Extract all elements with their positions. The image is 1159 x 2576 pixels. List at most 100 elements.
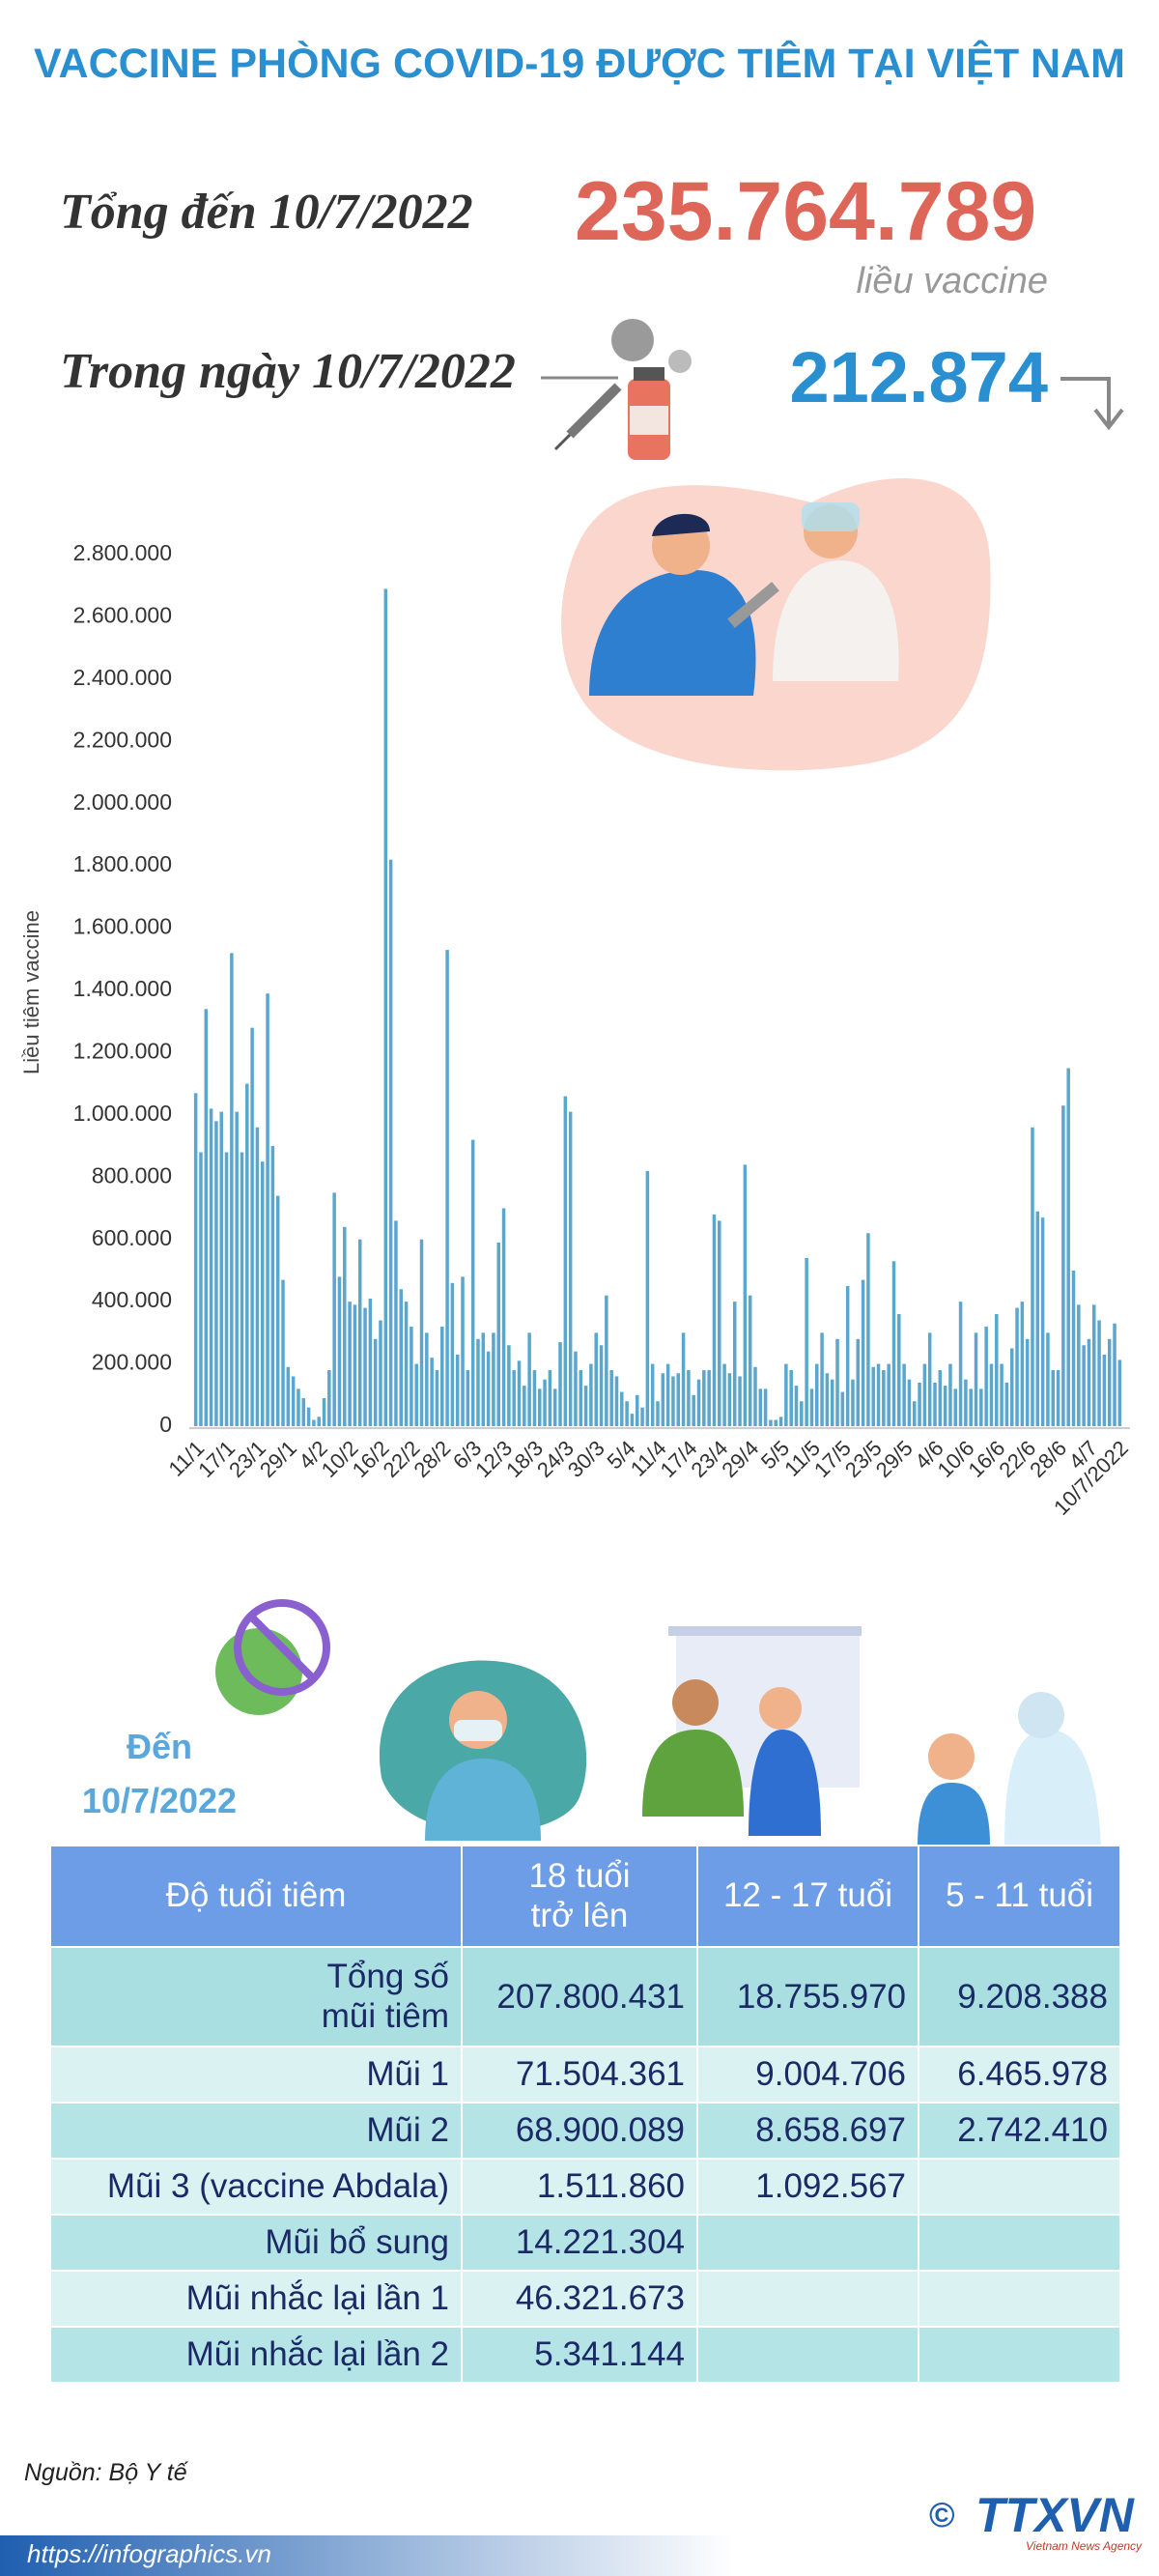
doctor [727, 502, 899, 681]
cell-text: 2.742.410 [957, 2111, 1108, 2149]
bar [922, 1363, 927, 1426]
total-label: Tổng đến 10/7/2022 [60, 185, 473, 240]
bar [964, 1379, 968, 1426]
row-label: Mũi 2 [49, 2102, 463, 2160]
bar [969, 1388, 973, 1426]
bar [193, 1093, 198, 1426]
bar [450, 1282, 455, 1426]
table-row: Mũi 2 68.900.089 8.658.697 2.742.410 [49, 2102, 1121, 2160]
bar [312, 1419, 316, 1426]
bar [1097, 1320, 1101, 1426]
header-cell: Độ tuổi tiêm [49, 1845, 463, 1948]
syringe [553, 383, 622, 451]
bar [368, 1298, 373, 1426]
bar [989, 1363, 994, 1426]
bar [1066, 1068, 1070, 1426]
bar [501, 1208, 506, 1426]
cell: 8.658.697 [696, 2102, 919, 2160]
bar [1087, 1338, 1091, 1426]
bar [876, 1363, 881, 1426]
bar [1071, 1270, 1076, 1426]
bar [1009, 1348, 1014, 1426]
bar [820, 1332, 824, 1426]
bar [712, 1214, 717, 1426]
bar [214, 1121, 218, 1426]
bar [492, 1332, 495, 1426]
bar [583, 1386, 588, 1426]
bar [1025, 1338, 1030, 1426]
table-body: Tổng số mũi tiêm 207.800.431 18.755.970 9.2… [49, 1946, 1121, 2384]
bar [840, 1391, 845, 1426]
bar [558, 1342, 562, 1426]
y-tick-label: 2.400.000 [73, 665, 172, 690]
bar [306, 1407, 311, 1426]
bar [1117, 1360, 1122, 1426]
total-unit: liều vaccine [856, 261, 1048, 301]
bar [414, 1363, 418, 1426]
cell-text: Mũi nhắc lại lần 1 [185, 2279, 449, 2317]
cell-text: Tổng số mũi tiêm [321, 1958, 449, 2035]
bar [1061, 1105, 1065, 1426]
bar [440, 1326, 444, 1426]
bar [594, 1332, 598, 1426]
row-label: Mũi 1 [49, 2046, 463, 2104]
bar [255, 1127, 260, 1426]
bar [748, 1295, 752, 1426]
bar [388, 859, 393, 1426]
bar [466, 1370, 470, 1426]
header-cell: 12 - 17 tuổi [696, 1845, 919, 1948]
bar [357, 1239, 362, 1426]
bar [512, 1370, 516, 1426]
y-tick-label: 1.800.000 [73, 851, 172, 876]
bar [1107, 1338, 1112, 1426]
bar [871, 1366, 875, 1426]
cell [918, 2214, 1121, 2272]
header-cell: 18 tuổi trở lên [461, 1845, 698, 1948]
bar [609, 1370, 613, 1426]
bar [1051, 1370, 1056, 1426]
bar [563, 1096, 568, 1426]
cell [918, 2326, 1121, 2384]
bar [979, 1388, 983, 1426]
bar [1015, 1307, 1019, 1426]
cell-text: Mũi 3 (vaccine Abdala) [106, 2167, 449, 2205]
y-tick-label: 200.000 [92, 1350, 172, 1375]
bar [958, 1302, 963, 1426]
bar [692, 1394, 695, 1426]
y-tick-label: 800.000 [92, 1162, 172, 1188]
bar [394, 1220, 398, 1426]
bar [476, 1338, 480, 1426]
bar [348, 1302, 352, 1426]
source: Nguồn: Bộ Y tế [24, 2459, 187, 2486]
x-tick-label: 28/6 [1025, 1436, 1071, 1482]
cell-text: 18.755.970 [736, 1977, 906, 2016]
date-line: Đến [126, 1727, 192, 1766]
cell: 9.004.706 [696, 2046, 919, 2104]
cell: 18.755.970 [696, 1946, 919, 2047]
bar [933, 1382, 937, 1426]
bar [830, 1379, 834, 1426]
bar [1031, 1127, 1034, 1426]
bar [286, 1366, 291, 1426]
bar [517, 1360, 522, 1426]
bar [625, 1401, 629, 1426]
bar [548, 1370, 552, 1426]
bar [974, 1332, 978, 1426]
cell-text: Mũi bổ sung [265, 2223, 449, 2261]
bar [538, 1388, 542, 1426]
bar [866, 1233, 870, 1426]
bar [486, 1351, 491, 1426]
y-tick-label: 0 [159, 1412, 172, 1437]
y-tick-label: 400.000 [92, 1287, 172, 1312]
y-tick-label: 1.400.000 [73, 976, 172, 1001]
table-row: Mũi 3 (vaccine Abdala) 1.511.860 1.092.567 [49, 2158, 1121, 2216]
bar [948, 1363, 952, 1426]
y-tick-label: 1.000.000 [73, 1101, 172, 1126]
bar [1000, 1363, 1004, 1426]
cell-text: 8.658.697 [755, 2111, 906, 2149]
cell-text: Mũi 1 [366, 2055, 449, 2093]
cell: 207.800.431 [461, 1946, 698, 2047]
bar [882, 1370, 886, 1426]
